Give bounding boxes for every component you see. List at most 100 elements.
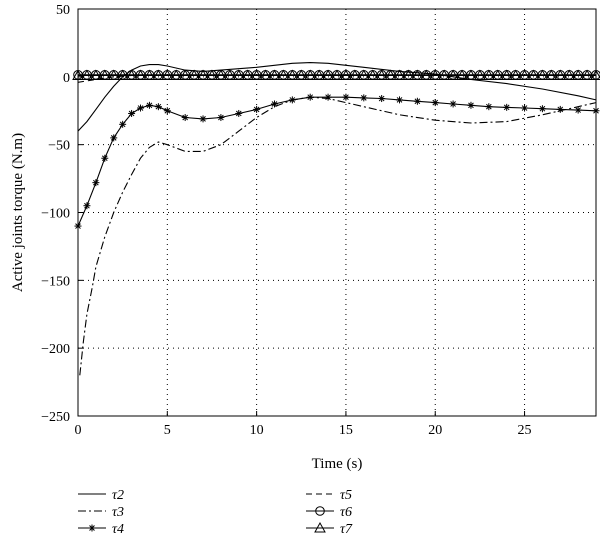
asterisk-stroke [343, 94, 349, 101]
asterisk-stroke [307, 94, 314, 101]
asterisk-stroke [200, 116, 206, 122]
triangle-marker [98, 69, 111, 80]
asterisk-stroke [289, 97, 296, 103]
series-line [77, 96, 597, 227]
asterisk-stroke [360, 95, 367, 101]
asterisk-marker [378, 95, 386, 103]
asterisk-stroke [253, 106, 260, 113]
triangle-marker [349, 69, 361, 80]
x-tick-label: 15 [339, 423, 353, 438]
x-tick-label: 5 [164, 423, 171, 438]
triangle-marker [134, 69, 147, 80]
asterisk-marker [288, 96, 296, 104]
legend-label: τ5 [340, 488, 352, 503]
asterisk-marker [253, 105, 261, 113]
asterisk-stroke [414, 98, 421, 105]
asterisk-marker [538, 105, 546, 113]
triangle-marker [170, 69, 183, 80]
asterisk-stroke [119, 121, 126, 128]
triangle-marker [545, 69, 558, 80]
triangle-marker [143, 69, 156, 80]
triangle-marker [116, 69, 129, 80]
triangle-marker [295, 69, 308, 80]
triangle-marker [465, 69, 477, 80]
triangle-marker [429, 69, 442, 80]
asterisk-stroke [271, 101, 278, 107]
asterisk-stroke [182, 114, 189, 121]
asterisk-stroke [155, 103, 162, 110]
triangle-marker [179, 69, 192, 80]
asterisk-marker [137, 104, 145, 112]
triangle-marker [286, 69, 299, 80]
legend-label: τ4 [112, 522, 124, 537]
asterisk-stroke [128, 110, 135, 117]
triangle-marker [420, 69, 433, 80]
asterisk-marker [110, 134, 118, 142]
triangle-marker [527, 69, 540, 80]
asterisk-marker [235, 109, 243, 117]
asterisk-marker [101, 154, 109, 162]
y-tick-label: −50 [48, 139, 70, 154]
asterisk-marker [556, 105, 564, 113]
y-tick-label: −100 [41, 207, 70, 222]
asterisk-marker [119, 120, 127, 128]
asterisk-stroke [432, 99, 439, 106]
asterisk-marker [199, 115, 207, 123]
asterisk-stroke [146, 102, 153, 109]
triangle-marker [331, 69, 343, 80]
triangle-marker [313, 69, 325, 80]
triangle-marker [223, 69, 236, 80]
series-group [73, 69, 600, 80]
asterisk-marker [574, 106, 582, 114]
triangle-marker [250, 69, 263, 80]
triangle-marker [304, 69, 317, 80]
triangle-marker [482, 69, 495, 80]
asterisk-marker [503, 103, 511, 111]
asterisk-stroke [485, 103, 492, 110]
asterisk-marker [431, 99, 439, 107]
asterisk-marker [181, 114, 189, 122]
asterisk-stroke [468, 102, 474, 109]
legend-item: τ6 [306, 505, 352, 520]
triangle-marker [340, 69, 352, 80]
x-axis-label: Time (s) [312, 456, 363, 472]
series-group [74, 93, 600, 230]
asterisk-marker [521, 104, 529, 112]
series-group [72, 69, 600, 80]
legend-item: τ3 [78, 505, 124, 520]
asterisk-stroke [93, 179, 99, 186]
triangle-marker [536, 69, 549, 80]
triangle-marker [107, 69, 120, 80]
asterisk-stroke [378, 95, 385, 102]
triangle-marker [90, 69, 102, 80]
asterisk-stroke [110, 135, 117, 141]
triangle-marker [197, 69, 209, 80]
asterisk-marker [467, 101, 475, 109]
series-line [79, 96, 597, 376]
asterisk-marker [163, 107, 171, 115]
triangle-marker [572, 69, 584, 80]
y-tick-label: −200 [41, 342, 70, 357]
asterisk-marker [128, 109, 136, 117]
triangle-marker [438, 69, 451, 80]
legend-label: τ3 [112, 505, 124, 520]
triangle-marker [268, 69, 281, 80]
triangle-marker [366, 69, 379, 80]
asterisk-stroke [557, 106, 564, 113]
triangle-marker [357, 69, 370, 80]
asterisk-stroke [235, 110, 242, 117]
asterisk-marker [145, 101, 153, 109]
asterisk-marker [306, 93, 314, 101]
triangle-marker [384, 69, 397, 80]
legend-label: τ2 [112, 488, 124, 503]
triangle-marker [161, 69, 174, 80]
legend-item: τ7 [306, 521, 353, 537]
triangle-marker [277, 69, 290, 80]
triangle-marker [232, 69, 245, 80]
triangle-marker [447, 69, 459, 80]
triangle-marker [81, 69, 93, 80]
asterisk-marker [324, 93, 332, 101]
legend-marker [314, 521, 326, 533]
asterisk-stroke [396, 97, 403, 103]
